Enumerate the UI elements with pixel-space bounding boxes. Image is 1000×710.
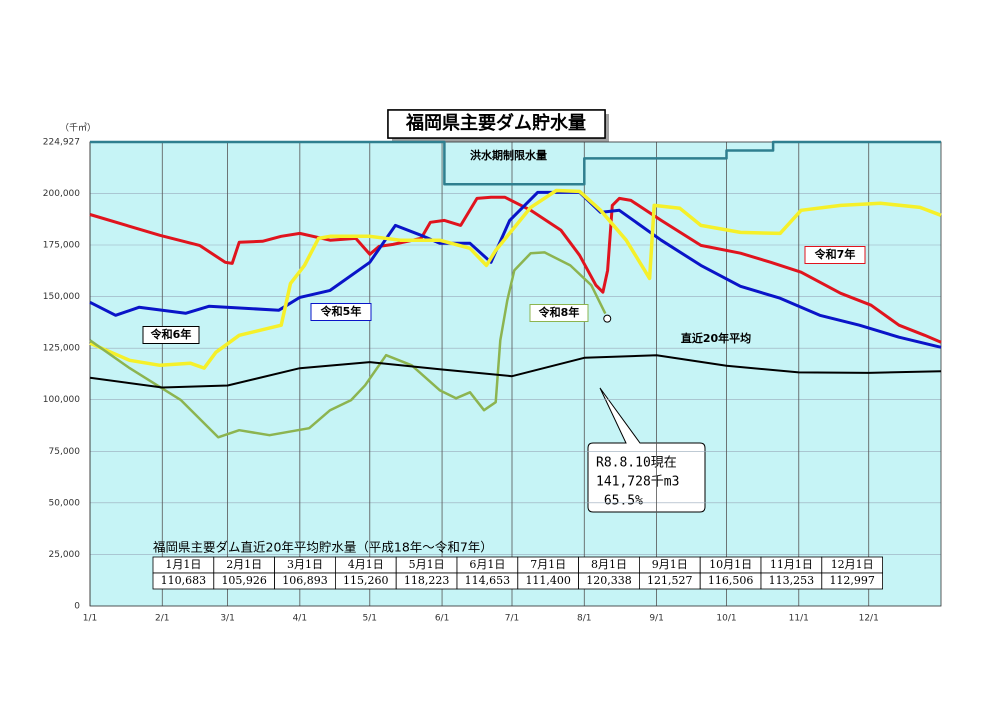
series-line bbox=[89, 188, 942, 370]
plot-border bbox=[89, 141, 942, 607]
table-value: 112,997 bbox=[829, 574, 875, 587]
x-tick-label: 7/1 bbox=[505, 614, 519, 624]
label-box bbox=[804, 246, 866, 264]
series-label: 令和6年 bbox=[150, 327, 192, 341]
table-header: 10月1日 bbox=[709, 558, 752, 571]
series-label: 洪水期制限水量 bbox=[470, 148, 547, 162]
series-line bbox=[89, 190, 942, 349]
table-value: 114,653 bbox=[465, 574, 511, 587]
series-line bbox=[89, 195, 942, 344]
table-header: 4月1日 bbox=[348, 558, 384, 571]
y-tick-label: 150,000 bbox=[43, 292, 80, 302]
x-tick-label: 1/1 bbox=[83, 614, 97, 624]
series-label: 令和5年 bbox=[320, 304, 362, 318]
series-label: 令和8年 bbox=[538, 305, 580, 319]
table-header: 11月1日 bbox=[770, 558, 813, 571]
table-header: 5月1日 bbox=[409, 558, 445, 571]
table-header: 7月1日 bbox=[530, 558, 566, 571]
table-value: 116,506 bbox=[708, 574, 754, 587]
y-tick-label: 75,000 bbox=[49, 447, 81, 457]
table-value: 105,926 bbox=[221, 574, 267, 587]
y-tick-label: 125,000 bbox=[43, 344, 80, 354]
x-tick-label: 5/1 bbox=[363, 614, 377, 624]
series-label: 令和7年 bbox=[814, 247, 856, 261]
table-value: 113,253 bbox=[769, 574, 815, 587]
table-value: 106,893 bbox=[282, 574, 328, 587]
y-tick-label: 100,000 bbox=[43, 395, 80, 405]
y-tick-label: 200,000 bbox=[43, 189, 80, 199]
table-header: 9月1日 bbox=[652, 558, 688, 571]
y-tick-label: 0 bbox=[74, 602, 80, 612]
annotation: 65.5% bbox=[596, 494, 643, 509]
table-header: 3月1日 bbox=[287, 558, 323, 571]
label-box bbox=[529, 304, 589, 322]
table-value: 118,223 bbox=[404, 574, 450, 587]
x-tick-label: 3/1 bbox=[220, 614, 234, 624]
current-point bbox=[603, 314, 612, 323]
series-line bbox=[89, 354, 942, 389]
x-tick-label: 8/1 bbox=[577, 614, 591, 624]
y-tick-label: 25,000 bbox=[49, 550, 81, 560]
x-tick-label: 9/1 bbox=[649, 614, 663, 624]
label-box bbox=[142, 326, 200, 344]
x-tick-label: 12/1 bbox=[859, 614, 879, 624]
table-value: 121,527 bbox=[647, 574, 693, 587]
label-box bbox=[310, 303, 372, 321]
annotation: R8.8.10現在 bbox=[596, 456, 677, 471]
y-tick-label: 50,000 bbox=[49, 498, 81, 508]
table-value: 115,260 bbox=[343, 574, 389, 587]
y-tick-label: 175,000 bbox=[43, 240, 80, 250]
x-tick-label: 6/1 bbox=[435, 614, 449, 624]
table-cell bbox=[821, 572, 883, 590]
chart-title: 福岡県主要ダム貯水量 bbox=[405, 112, 586, 134]
table-value: 111,400 bbox=[525, 574, 571, 587]
table-header: 12月1日 bbox=[831, 558, 874, 571]
plot-area bbox=[90, 142, 941, 606]
series-line bbox=[90, 140, 941, 186]
x-tick-label: 2/1 bbox=[155, 614, 169, 624]
x-tick-label: 10/1 bbox=[716, 614, 736, 624]
table-header: 6月1日 bbox=[469, 558, 505, 571]
annotation: 141,728千m3 bbox=[596, 475, 679, 490]
series-label: 直近20年平均 bbox=[681, 331, 751, 345]
series-line bbox=[89, 251, 607, 439]
table-title: 福岡県主要ダム直近20年平均貯水量（平成18年～令和7年） bbox=[153, 540, 493, 555]
x-tick-label: 4/1 bbox=[293, 614, 307, 624]
table-header: 2月1日 bbox=[226, 558, 262, 571]
x-tick-label: 11/1 bbox=[789, 614, 809, 624]
callout bbox=[587, 387, 706, 513]
title-frame bbox=[387, 109, 606, 139]
table-value: 110,683 bbox=[161, 574, 207, 587]
table: 福岡県主要ダム直近20年平均貯水量（平成18年～令和7年） 1月1日 110,683… bbox=[152, 540, 883, 590]
table-header: 8月1日 bbox=[591, 558, 627, 571]
table-value: 120,338 bbox=[586, 574, 632, 587]
table-header: 1月1日 bbox=[165, 558, 201, 571]
y-unit: （千㎥） bbox=[60, 123, 96, 134]
y-tick-label: 224,927 bbox=[43, 138, 80, 148]
